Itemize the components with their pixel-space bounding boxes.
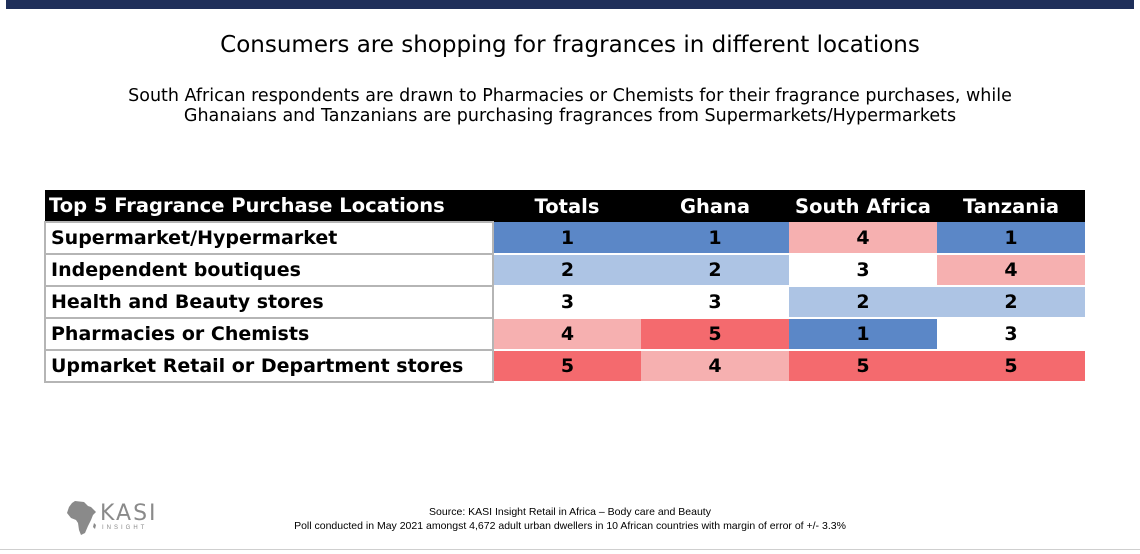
- rank-cell: 4: [493, 318, 641, 351]
- rank-cell: 3: [641, 286, 789, 319]
- rank-cell: 3: [493, 286, 641, 319]
- slide-subtitle: South African respondents are drawn to P…: [70, 86, 1070, 126]
- ranking-table: Top 5 Fragrance Purchase Locations Total…: [44, 190, 1085, 383]
- source-line-2: Poll conducted in May 2021 amongst 4,672…: [294, 520, 846, 532]
- header-south-africa: South Africa: [789, 190, 937, 222]
- row-label: Upmarket Retail or Department stores: [44, 350, 494, 383]
- row-label: Health and Beauty stores: [44, 286, 494, 319]
- rank-cell: 3: [937, 318, 1085, 351]
- rank-cell: 2: [641, 254, 789, 287]
- row-label: Supermarket/Hypermarket: [44, 221, 494, 255]
- rank-cell: 2: [937, 286, 1085, 319]
- table-row: Independent boutiques 2 2 3 4: [44, 254, 1085, 287]
- subtitle-line-1: South African respondents are drawn to P…: [128, 86, 1012, 106]
- table-row: Pharmacies or Chemists 4 5 1 3: [44, 318, 1085, 351]
- top-accent-bar: [6, 0, 1134, 9]
- source-line-1: Source: KASI Insight Retail in Africa – …: [429, 506, 711, 518]
- rank-cell: 2: [493, 254, 641, 287]
- rank-cell: 5: [641, 318, 789, 351]
- africa-map-icon: [67, 501, 96, 535]
- rank-cell: 3: [789, 254, 937, 287]
- table-row: Health and Beauty stores 3 3 2 2: [44, 286, 1085, 319]
- row-label: Independent boutiques: [44, 254, 494, 287]
- header-locations: Top 5 Fragrance Purchase Locations: [45, 190, 493, 222]
- rank-cell: 4: [641, 350, 789, 383]
- rank-cell: 4: [937, 254, 1085, 287]
- row-label: Pharmacies or Chemists: [44, 318, 494, 351]
- table-row: Upmarket Retail or Department stores 5 4 5 5: [44, 350, 1085, 383]
- subtitle-line-2: Ghanaians and Tanzanians are purchasing …: [183, 106, 957, 126]
- rank-cell: 5: [789, 350, 937, 383]
- table-header-row: Top 5 Fragrance Purchase Locations Total…: [45, 190, 1085, 222]
- rank-cell: 1: [789, 318, 937, 351]
- rank-cell: 1: [641, 222, 789, 255]
- header-totals: Totals: [493, 190, 641, 222]
- source-note: Source: KASI Insight Retail in Africa – …: [0, 505, 1140, 533]
- rank-cell: 5: [937, 350, 1085, 383]
- rank-cell: 5: [493, 350, 641, 383]
- logo-subtext: INSIGHT: [102, 525, 148, 531]
- rank-cell: 1: [493, 222, 641, 255]
- bottom-divider: [0, 549, 1140, 550]
- rank-cell: 4: [789, 222, 937, 255]
- rank-cell: 1: [937, 222, 1085, 255]
- header-tanzania: Tanzania: [937, 190, 1085, 222]
- logo-wordmark: KASI: [100, 501, 158, 526]
- table-body: Supermarket/Hypermarket 1 1 4 1 Independent b…: [44, 221, 1085, 383]
- slide-title: Consumers are shopping for fragrances in…: [220, 32, 920, 58]
- ranking-heatmap-table: Top 5 Fragrance Purchase Locations Total…: [44, 190, 1085, 383]
- kasi-logo: KASI INSIGHT: [66, 500, 196, 536]
- table-row: Supermarket/Hypermarket 1 1 4 1: [44, 221, 1085, 255]
- header-ghana: Ghana: [641, 190, 789, 222]
- rank-cell: 2: [789, 286, 937, 319]
